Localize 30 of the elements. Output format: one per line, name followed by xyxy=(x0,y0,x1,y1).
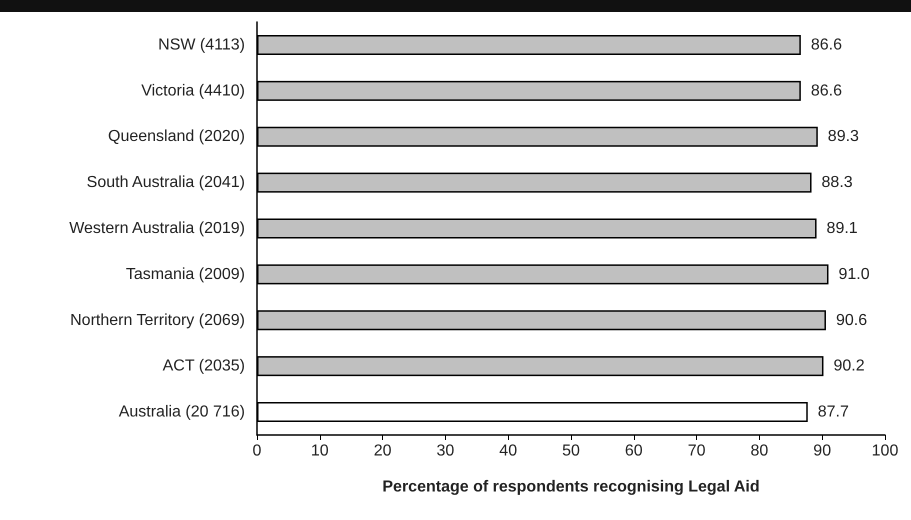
x-tick-label: 20 xyxy=(374,442,392,460)
x-tick-label: 30 xyxy=(436,442,454,460)
x-tick-label: 80 xyxy=(750,442,768,460)
x-tick-label: 10 xyxy=(310,442,329,460)
x-tick-label: 70 xyxy=(688,442,706,460)
y-tick-label: Tasmania (2009) xyxy=(126,266,245,283)
data-label: 90.6 xyxy=(836,312,868,329)
data-label: 90.2 xyxy=(833,358,865,375)
x-tick-label: 0 xyxy=(252,442,262,460)
data-label: 89.1 xyxy=(826,220,858,237)
y-tick-label: NSW (4113) xyxy=(158,36,245,54)
data-label: 87.7 xyxy=(818,404,849,421)
x-tick-label: 50 xyxy=(562,442,580,460)
data-label: 91.0 xyxy=(838,266,870,283)
x-tick-label: 100 xyxy=(872,442,898,460)
y-tick-label: Northern Territory (2069) xyxy=(70,312,245,329)
x-tick-label: 60 xyxy=(624,442,643,460)
x-tick-label: 90 xyxy=(813,442,832,460)
x-tick-label: 40 xyxy=(499,442,518,460)
y-tick-label: South Australia (2041) xyxy=(86,174,245,192)
y-tick-label: Queensland (2020) xyxy=(108,128,245,146)
y-tick-label: Western Australia (2019) xyxy=(69,220,245,237)
data-label: 86.6 xyxy=(810,36,842,54)
y-tick-label: ACT (2035) xyxy=(162,358,245,375)
x-axis-title: Percentage of respondents recognising Legal Aid xyxy=(382,478,760,496)
data-label: 86.6 xyxy=(810,82,842,100)
y-tick-label: Australia (20 716) xyxy=(118,404,245,421)
data-label: 88.3 xyxy=(822,174,853,192)
data-label: 89.3 xyxy=(828,128,860,146)
y-tick-label: Victoria (4410) xyxy=(141,82,245,100)
